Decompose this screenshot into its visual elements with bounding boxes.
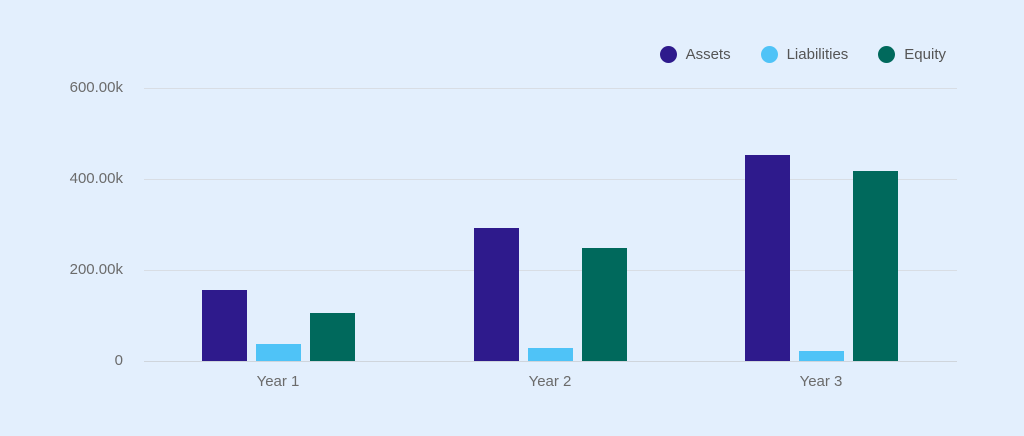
gridline bbox=[144, 270, 957, 271]
bar-liabilities-year-1[interactable] bbox=[256, 344, 301, 361]
y-tick-label: 0 bbox=[114, 352, 123, 369]
bar-liabilities-year-3[interactable] bbox=[799, 351, 844, 361]
x-tick-label: Year 1 bbox=[256, 373, 300, 390]
x-tick-label: Year 2 bbox=[528, 373, 572, 390]
x-tick-label: Year 3 bbox=[799, 373, 843, 390]
legend-label: Equity bbox=[904, 46, 946, 63]
gridline bbox=[144, 179, 957, 180]
legend-dot-icon bbox=[760, 46, 778, 63]
legend-item-assets[interactable]: Assets bbox=[659, 46, 731, 63]
legend-dot-icon bbox=[878, 46, 896, 63]
bar-assets-year-2[interactable] bbox=[474, 228, 519, 361]
legend-dot-icon bbox=[659, 46, 677, 63]
bar-liabilities-year-2[interactable] bbox=[528, 348, 573, 361]
x-axis-baseline bbox=[144, 361, 957, 362]
gridline bbox=[144, 88, 957, 89]
bar-equity-year-1[interactable] bbox=[310, 313, 355, 361]
y-tick-label: 200.00k bbox=[69, 261, 123, 278]
bar-equity-year-2[interactable] bbox=[582, 248, 627, 361]
bar-assets-year-3[interactable] bbox=[745, 155, 790, 361]
legend-item-equity[interactable]: Equity bbox=[878, 46, 946, 63]
bar-assets-year-1[interactable] bbox=[202, 290, 247, 361]
y-tick-label: 400.00k bbox=[69, 170, 123, 187]
bar-equity-year-3[interactable] bbox=[853, 171, 898, 361]
legend-item-liabilities[interactable]: Liabilities bbox=[760, 46, 849, 63]
chart-legend: Assets Liabilities Equity bbox=[630, 46, 946, 63]
y-tick-label: 600.00k bbox=[69, 79, 123, 96]
legend-label: Assets bbox=[685, 46, 731, 63]
legend-label: Liabilities bbox=[786, 46, 849, 63]
